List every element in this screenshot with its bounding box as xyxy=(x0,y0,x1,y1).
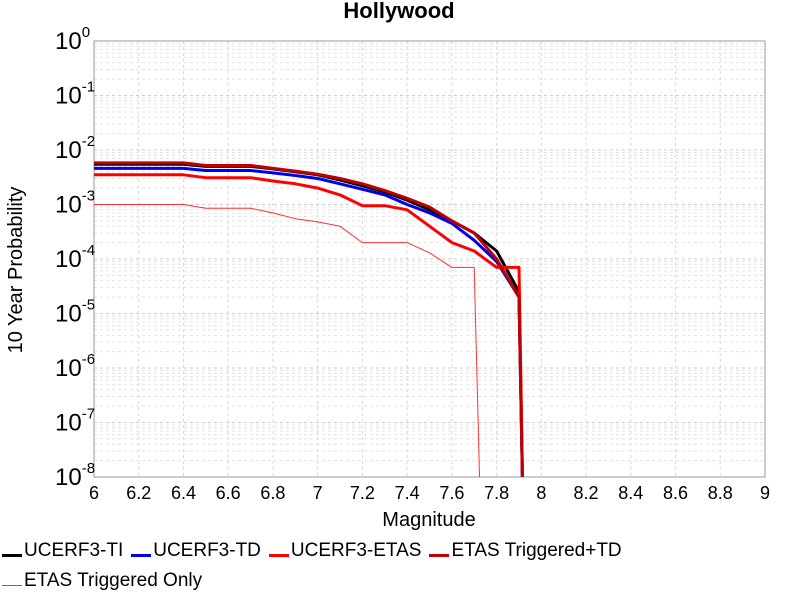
x-tick-label: 7.4 xyxy=(395,483,420,503)
x-tick-label: 6.4 xyxy=(171,483,196,503)
x-tick-label: 6.2 xyxy=(126,483,151,503)
legend-label: UCERF3-TI xyxy=(24,540,124,561)
series-line-etas-triggered-td xyxy=(94,161,524,477)
legend-item: UCERF3-TD xyxy=(129,540,261,562)
x-tick-label: 8.8 xyxy=(708,483,733,503)
legend-item: UCERF3-TI xyxy=(0,540,123,562)
series-line-etas-triggered-only xyxy=(94,204,481,477)
series-line-ucerf3-ti xyxy=(94,162,524,477)
legend-row: ETAS Triggered Only xyxy=(0,566,800,596)
series-line-ucerf3-etas xyxy=(94,173,524,477)
x-tick-label: 7.8 xyxy=(484,483,509,503)
x-tick-label: 7.6 xyxy=(439,483,464,503)
legend-item: ETAS Triggered+TD xyxy=(427,540,622,562)
y-tick-label: 10-8 xyxy=(55,460,95,491)
x-tick-label: 7.2 xyxy=(350,483,375,503)
y-tick-label: 100 xyxy=(55,24,90,55)
legend-swatch xyxy=(268,553,289,557)
y-axis-label: 10 Year Probability xyxy=(5,187,27,354)
y-tick-label: 10-5 xyxy=(55,297,95,328)
legend-swatch xyxy=(429,553,450,557)
x-tick-label: 6.8 xyxy=(260,483,285,503)
legend-swatch xyxy=(131,553,152,557)
series-layer xyxy=(94,161,524,477)
x-tick-label: 8 xyxy=(536,483,546,503)
legend-item: ETAS Triggered Only xyxy=(0,570,202,592)
y-tick-label: 10-6 xyxy=(55,351,95,382)
legend-item: UCERF3-ETAS xyxy=(267,540,422,562)
x-tick-label: 8.4 xyxy=(618,483,643,503)
legend-row: UCERF3-TI UCERF3-TD UCERF3-ETAS ETAS Trigge… xyxy=(0,536,800,566)
x-axis-label: Magnitude xyxy=(382,509,475,531)
y-tick-labels: 100 10-1 10-2 10-3 10-4 10-5 10-6 10-7 10-8 xyxy=(55,24,95,491)
y-tick-label: 10-1 xyxy=(55,79,95,110)
legend-label: ETAS Triggered Only xyxy=(24,570,203,591)
plot-area xyxy=(93,40,766,478)
y-tick-label: 10-3 xyxy=(55,188,95,219)
chart-title: Hollywood xyxy=(343,0,454,23)
y-tick-label: 10-7 xyxy=(55,406,95,437)
x-tick-label: 8.6 xyxy=(663,483,688,503)
x-tick-label: 7 xyxy=(313,483,323,503)
series-line-ucerf3-td xyxy=(94,166,524,477)
legend-label: UCERF3-TD xyxy=(153,540,261,561)
chart: Hollywood 6 6.2 6.4 6.6 6.8 7 7.2 7.4 7.6 7.8 8 8.2… xyxy=(5,0,770,531)
legend-swatch xyxy=(2,553,22,557)
x-tick-label: 9 xyxy=(760,483,770,503)
x-tick-labels: 6 6.2 6.4 6.6 6.8 7 7.2 7.4 7.6 7.8 8 8.2 8.4 8.6 8.8 9 xyxy=(89,483,770,503)
legend: UCERF3-TI UCERF3-TD UCERF3-ETAS ETAS Trigge… xyxy=(0,536,800,596)
y-tick-label: 10-2 xyxy=(55,133,95,164)
legend-label: ETAS Triggered+TD xyxy=(451,540,622,561)
grid xyxy=(93,41,766,478)
x-tick-label: 6.6 xyxy=(216,483,241,503)
y-tick-label: 10-4 xyxy=(55,242,95,273)
legend-swatch xyxy=(2,584,22,586)
x-tick-label: 8.2 xyxy=(574,483,599,503)
x-tick-label: 6 xyxy=(89,483,99,503)
legend-label: UCERF3-ETAS xyxy=(290,540,422,561)
